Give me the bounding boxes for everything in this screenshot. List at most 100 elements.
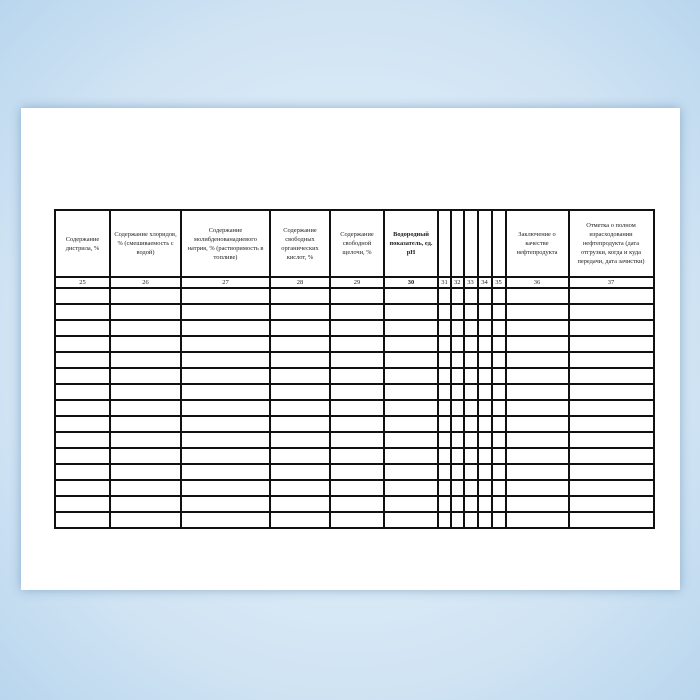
table-cell[interactable] [450, 463, 465, 481]
table-cell[interactable] [450, 303, 465, 321]
table-cell[interactable] [567, 447, 655, 465]
table-cell[interactable] [462, 351, 479, 369]
table-cell[interactable] [54, 495, 111, 513]
table-cell[interactable] [476, 511, 493, 529]
table-cell[interactable] [109, 415, 182, 433]
table-cell[interactable] [109, 463, 182, 481]
table-cell[interactable] [329, 351, 385, 369]
table-cell[interactable] [490, 383, 507, 401]
table-cell[interactable] [383, 383, 439, 401]
table-cell[interactable] [54, 351, 111, 369]
table-cell[interactable] [437, 287, 452, 305]
table-cell[interactable] [109, 495, 182, 513]
table-cell[interactable] [476, 351, 493, 369]
table-cell[interactable] [490, 431, 507, 449]
table-cell[interactable] [54, 303, 111, 321]
table-cell[interactable] [462, 495, 479, 513]
table-cell[interactable] [450, 287, 465, 305]
table-cell[interactable] [450, 447, 465, 465]
table-cell[interactable] [180, 447, 271, 465]
table-cell[interactable] [329, 463, 385, 481]
table-cell[interactable] [462, 303, 479, 321]
table-cell[interactable] [180, 319, 271, 337]
table-cell[interactable] [329, 511, 385, 529]
table-cell[interactable] [269, 335, 331, 353]
table-cell[interactable] [437, 335, 452, 353]
table-cell[interactable] [567, 431, 655, 449]
table-cell[interactable] [109, 447, 182, 465]
table-cell[interactable] [180, 463, 271, 481]
table-cell[interactable] [462, 383, 479, 401]
table-cell[interactable] [450, 479, 465, 497]
table-cell[interactable] [567, 303, 655, 321]
table-cell[interactable] [504, 495, 570, 513]
table-cell[interactable] [180, 495, 271, 513]
table-cell[interactable] [329, 335, 385, 353]
table-cell[interactable] [476, 447, 493, 465]
table-cell[interactable] [383, 399, 439, 417]
table-cell[interactable] [437, 319, 452, 337]
table-cell[interactable] [269, 287, 331, 305]
table-cell[interactable] [109, 367, 182, 385]
table-cell[interactable] [450, 319, 465, 337]
table-cell[interactable] [567, 351, 655, 369]
table-cell[interactable] [490, 463, 507, 481]
table-cell[interactable] [180, 399, 271, 417]
table-cell[interactable] [180, 287, 271, 305]
table-cell[interactable] [490, 511, 507, 529]
table-cell[interactable] [450, 511, 465, 529]
table-cell[interactable] [504, 511, 570, 529]
table-cell[interactable] [476, 319, 493, 337]
table-cell[interactable] [462, 399, 479, 417]
table-cell[interactable] [567, 399, 655, 417]
table-cell[interactable] [269, 351, 331, 369]
table-cell[interactable] [109, 383, 182, 401]
table-cell[interactable] [54, 463, 111, 481]
table-cell[interactable] [180, 303, 271, 321]
table-cell[interactable] [329, 495, 385, 513]
table-cell[interactable] [437, 431, 452, 449]
table-cell[interactable] [462, 511, 479, 529]
table-cell[interactable] [329, 303, 385, 321]
table-cell[interactable] [383, 431, 439, 449]
table-cell[interactable] [567, 287, 655, 305]
table-cell[interactable] [109, 303, 182, 321]
table-cell[interactable] [490, 479, 507, 497]
table-cell[interactable] [180, 415, 271, 433]
table-cell[interactable] [490, 319, 507, 337]
table-cell[interactable] [383, 415, 439, 433]
table-cell[interactable] [269, 319, 331, 337]
table-cell[interactable] [450, 367, 465, 385]
table-cell[interactable] [504, 303, 570, 321]
table-cell[interactable] [504, 479, 570, 497]
table-cell[interactable] [437, 303, 452, 321]
table-cell[interactable] [476, 287, 493, 305]
table-cell[interactable] [462, 287, 479, 305]
table-cell[interactable] [180, 335, 271, 353]
table-cell[interactable] [567, 319, 655, 337]
table-cell[interactable] [383, 447, 439, 465]
table-cell[interactable] [504, 287, 570, 305]
table-cell[interactable] [462, 463, 479, 481]
table-cell[interactable] [504, 431, 570, 449]
table-cell[interactable] [504, 415, 570, 433]
table-cell[interactable] [54, 479, 111, 497]
table-cell[interactable] [437, 367, 452, 385]
table-cell[interactable] [180, 367, 271, 385]
table-cell[interactable] [109, 351, 182, 369]
table-cell[interactable] [54, 319, 111, 337]
table-cell[interactable] [490, 447, 507, 465]
table-cell[interactable] [476, 415, 493, 433]
table-cell[interactable] [450, 335, 465, 353]
table-cell[interactable] [437, 351, 452, 369]
table-cell[interactable] [383, 303, 439, 321]
table-cell[interactable] [54, 511, 111, 529]
table-cell[interactable] [476, 479, 493, 497]
table-cell[interactable] [109, 399, 182, 417]
table-cell[interactable] [490, 351, 507, 369]
table-cell[interactable] [180, 431, 271, 449]
table-cell[interactable] [567, 479, 655, 497]
table-cell[interactable] [476, 463, 493, 481]
table-cell[interactable] [504, 399, 570, 417]
table-cell[interactable] [269, 303, 331, 321]
